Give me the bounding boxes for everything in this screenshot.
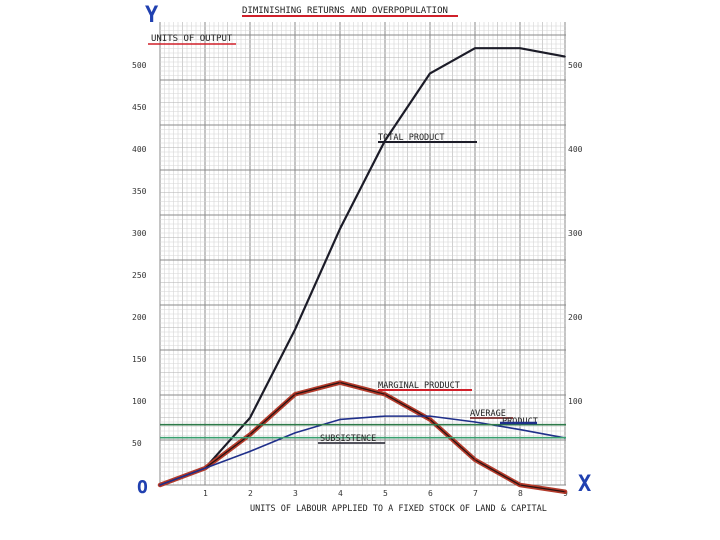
y-tick-label-right: 300 — [568, 229, 583, 238]
data-point-total-product — [474, 47, 476, 49]
x-tick-label: 3 — [293, 489, 298, 498]
data-point-average-product — [519, 428, 521, 431]
data-point-marginal-product — [384, 393, 386, 396]
data-point-marginal-product — [564, 490, 566, 493]
y-tick-label-left: 500 — [132, 61, 147, 70]
x-axis-label: UNITS OF LABOUR APPLIED TO A FIXED STOCK… — [250, 504, 547, 514]
y-tick-label-left: 350 — [132, 187, 147, 196]
x-tick-label: 2 — [248, 489, 253, 498]
data-point-average-product — [294, 432, 296, 434]
data-point-total-product — [294, 328, 296, 331]
data-point-total-product — [339, 228, 341, 230]
y-tick-label-right: 500 — [568, 61, 583, 70]
x-tick-label: 4 — [338, 489, 343, 498]
origin-label: O — [137, 477, 148, 498]
data-point-average-product — [339, 418, 341, 421]
data-point-marginal-product — [294, 393, 296, 396]
x-tick-label: 6 — [428, 489, 433, 498]
graph-paper-grid — [159, 22, 566, 486]
y-tick-label-left: 300 — [132, 229, 147, 238]
data-point-average-product — [384, 415, 386, 417]
y-axis-label: UNITS OF OUTPUT — [151, 34, 233, 44]
series-line-total-product — [159, 47, 566, 487]
legend-marginal-product: MARGINAL PRODUCT — [378, 381, 460, 391]
legend-total-product: TOTAL PRODUCT — [378, 133, 445, 143]
data-point-total-product — [429, 72, 431, 75]
y-tick-label-left: 150 — [132, 355, 147, 364]
data-point-marginal-product — [339, 381, 341, 384]
x-axis-letter: X — [578, 472, 591, 497]
chart-title: DIMINISHING RETURNS AND OVERPOPULATION — [242, 6, 448, 16]
data-point-marginal-product — [249, 433, 251, 436]
data-point-marginal-product — [519, 484, 521, 486]
legend-subsistence: SUBSISTENCE — [320, 434, 376, 444]
y-tick-label-left: 50 — [132, 439, 142, 448]
y-tick-label-right: 200 — [568, 313, 583, 322]
axis-ticks: 500 450 400 350 300 250 200 150 100 50 500 400 300 20… — [132, 61, 583, 498]
data-point-total-product — [519, 47, 521, 49]
data-point-marginal-product — [474, 459, 476, 461]
x-tick-label: 1 — [203, 489, 208, 498]
y-tick-label-left: 250 — [132, 271, 147, 280]
y-tick-label-left: 100 — [132, 397, 147, 406]
y-tick-label-left: 450 — [132, 103, 147, 112]
y-tick-label-left: 200 — [132, 313, 147, 322]
series-lines — [157, 47, 568, 494]
series-line-marginal-product — [159, 381, 566, 493]
x-tick-label: 5 — [383, 489, 388, 498]
data-point-average-product — [474, 421, 476, 423]
y-tick-label-right: 400 — [568, 145, 583, 154]
y-tick-label-left: 400 — [132, 145, 147, 154]
data-point-average-product — [159, 484, 161, 486]
y-axis-letter: Y — [145, 3, 159, 28]
data-point-average-product — [204, 467, 206, 470]
x-tick-label: 7 — [473, 489, 478, 498]
y-tick-label-right: 100 — [568, 397, 583, 406]
x-tick-label: 8 — [518, 489, 523, 498]
data-point-average-product — [249, 450, 251, 453]
legend-average-label: AVERAGE — [470, 409, 506, 419]
data-point-total-product — [564, 55, 566, 58]
data-point-marginal-product — [429, 418, 431, 421]
data-point-average-product — [429, 415, 431, 417]
data-point-total-product — [249, 417, 251, 419]
series-line-average-product — [159, 415, 566, 486]
